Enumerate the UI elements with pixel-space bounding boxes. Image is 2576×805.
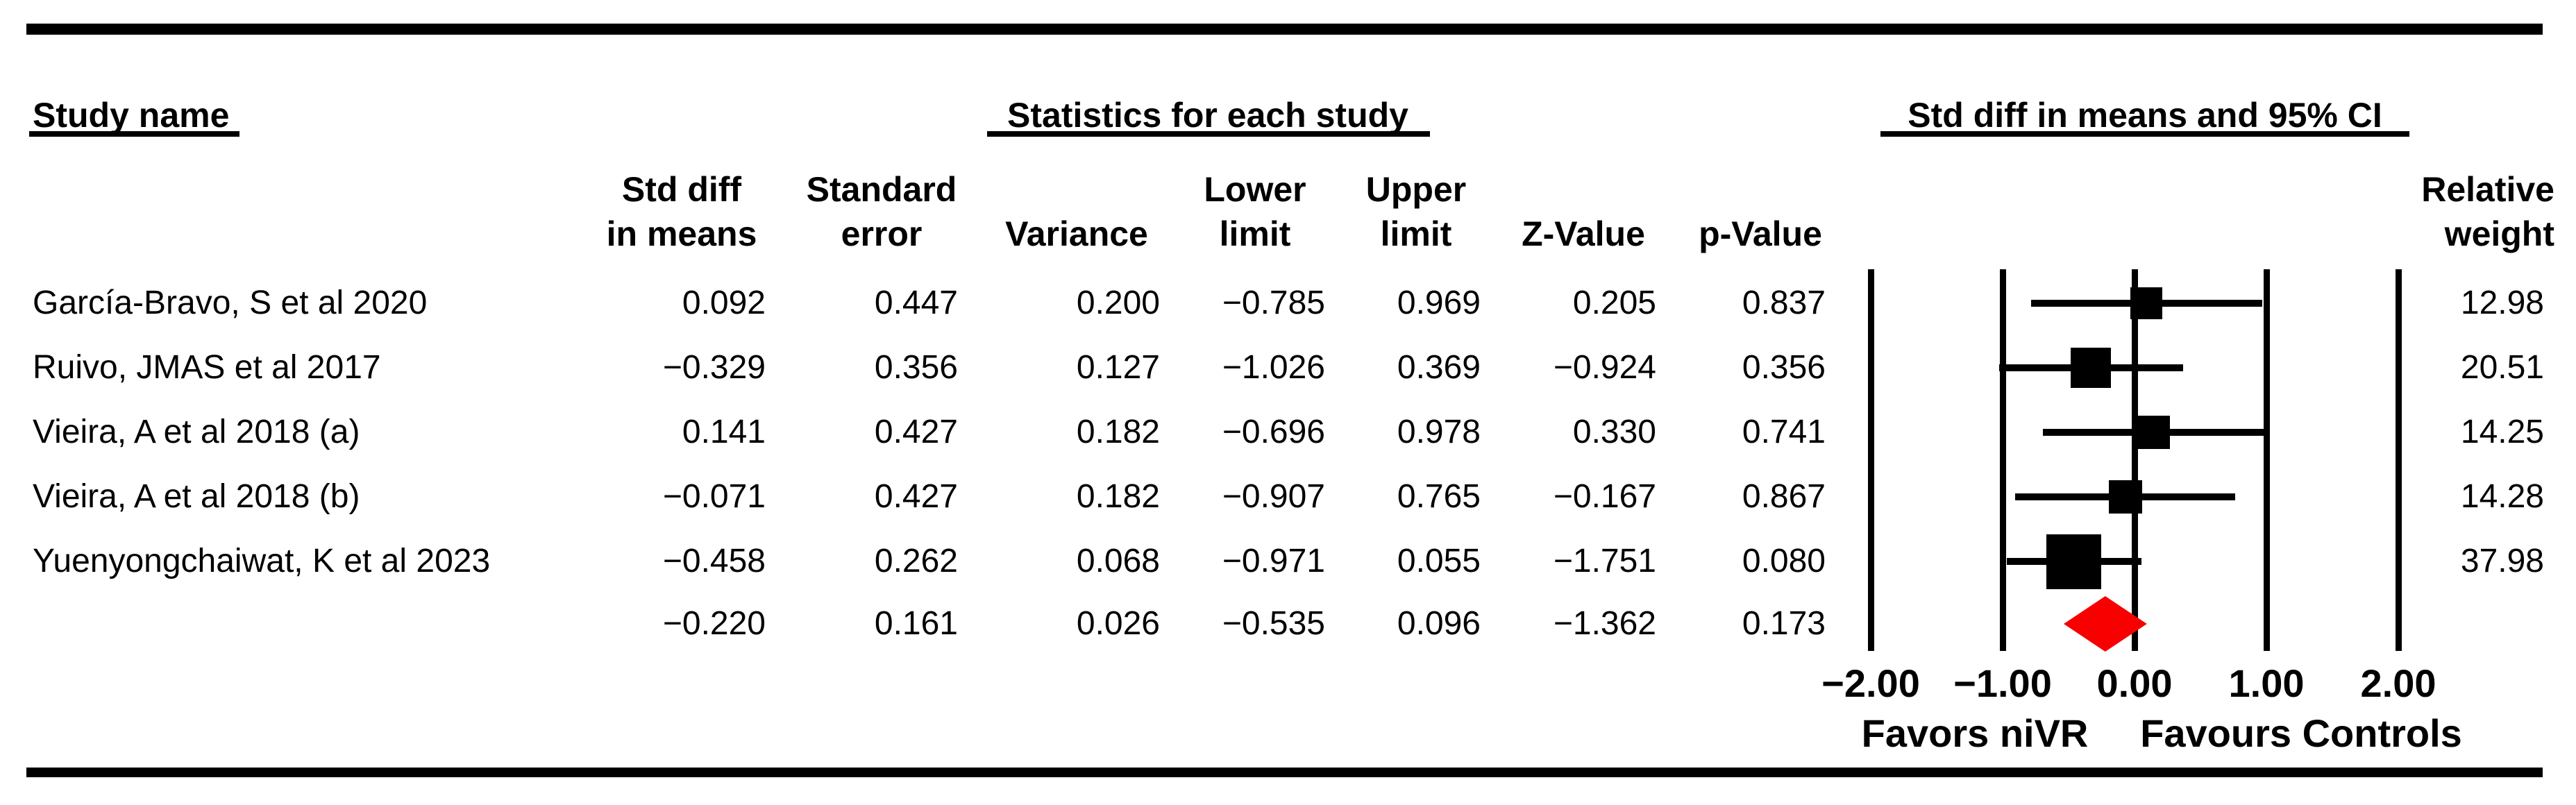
summary-diamond — [2064, 596, 2148, 652]
stat-value: −1.362 — [1553, 605, 1656, 642]
ci-underline — [1880, 131, 2409, 137]
stat-column-header-line1-3: Lower — [1204, 170, 1306, 209]
stat-value: 0.173 — [1742, 605, 1826, 642]
effect-size-square — [2108, 480, 2142, 514]
stat-value: 0.978 — [1397, 414, 1481, 450]
axis-tick-label: −1.00 — [1953, 661, 2052, 705]
stat-value: −0.220 — [662, 605, 766, 642]
stat-value: 0.026 — [1076, 605, 1160, 642]
stat-value: −1.026 — [1222, 349, 1325, 386]
stat-value: 0.127 — [1076, 349, 1160, 386]
study-name: Vieira, A et al 2018 (b) — [33, 478, 360, 515]
stat-column-header-line2-6: p-Value — [1699, 214, 1822, 253]
stat-value: 0.369 — [1397, 349, 1481, 386]
stat-value: 0.447 — [874, 285, 958, 321]
stat-value: −0.696 — [1222, 414, 1325, 450]
stat-value: 0.055 — [1397, 543, 1481, 579]
stat-value: 0.068 — [1076, 543, 1160, 579]
stat-value: 0.182 — [1076, 478, 1160, 515]
stat-column-header-line2-1: error — [841, 214, 923, 253]
stat-value: 0.161 — [874, 605, 958, 642]
column-header-relative-weight-line2: weight — [2444, 214, 2554, 253]
stat-column-header-line2-3: limit — [1219, 214, 1291, 253]
stat-value: −0.785 — [1222, 285, 1325, 321]
bottom-rule — [26, 768, 2543, 777]
stat-column-header-line2-4: limit — [1380, 214, 1452, 253]
stat-column-header-line2-0: in means — [606, 214, 757, 253]
stat-column-header-line1-4: Upper — [1365, 170, 1467, 209]
axis-tick-label: 1.00 — [2228, 661, 2305, 705]
stat-value: −0.167 — [1553, 478, 1656, 515]
stat-value: 0.200 — [1076, 285, 1160, 321]
stat-value: −0.971 — [1222, 543, 1325, 579]
study-name: Yuenyongchaiwat, K et al 2023 — [33, 543, 491, 579]
study-name: Vieira, A et al 2018 (a) — [33, 414, 360, 450]
study-name: García-Bravo, S et al 2020 — [33, 285, 428, 321]
stat-value: 0.092 — [682, 285, 766, 321]
axis-tick-label: −2.00 — [1821, 661, 1920, 705]
axis-gridline — [2395, 269, 2402, 651]
effect-size-square — [2130, 287, 2163, 319]
relative-weight-value: 37.98 — [2460, 543, 2544, 579]
statistics-underline — [987, 131, 1430, 137]
stat-column-header-line2-2: Variance — [1005, 214, 1148, 253]
stat-value: 0.141 — [682, 414, 766, 450]
stat-value: −0.458 — [662, 543, 766, 579]
section-header-ci: Std diff in means and 95% CI — [1908, 96, 2382, 135]
stat-column-header-line1-0: Std diff — [621, 170, 742, 209]
effect-size-square — [2071, 348, 2112, 388]
axis-gridline — [1999, 269, 2006, 651]
stat-value: 0.356 — [874, 349, 958, 386]
stat-value: 0.182 — [1076, 414, 1160, 450]
relative-weight-value: 14.25 — [2460, 414, 2544, 450]
stat-value: 0.096 — [1397, 605, 1481, 642]
axis-tick-label: 2.00 — [2360, 661, 2436, 705]
top-rule — [26, 24, 2543, 35]
stat-value: −0.924 — [1553, 349, 1656, 386]
relative-weight-value: 14.28 — [2460, 478, 2544, 515]
stat-value: −1.751 — [1553, 543, 1656, 579]
stat-value: 0.262 — [874, 543, 958, 579]
stat-value: 0.427 — [874, 414, 958, 450]
favors-right-label: Favours Controls — [2140, 711, 2462, 755]
axis-gridline — [2263, 269, 2270, 651]
stat-value: 0.741 — [1742, 414, 1826, 450]
stat-value: 0.330 — [1572, 414, 1656, 450]
effect-size-square — [2046, 534, 2102, 589]
stat-value: 0.969 — [1397, 285, 1481, 321]
column-header-study-name: Study name — [33, 96, 230, 135]
stat-value: 0.356 — [1742, 349, 1826, 386]
study-name-underline — [29, 131, 239, 137]
effect-size-square — [2136, 416, 2170, 449]
stat-value: 0.080 — [1742, 543, 1826, 579]
stat-value: 0.205 — [1572, 285, 1656, 321]
column-header-relative-weight-line1: Relative — [2421, 170, 2554, 209]
stat-value: 0.837 — [1742, 285, 1826, 321]
stat-value: −0.071 — [662, 478, 766, 515]
stat-column-header-line1-1: Standard — [806, 170, 957, 209]
favors-left-label: Favors niVR — [1861, 711, 2089, 755]
stat-value: 0.427 — [874, 478, 958, 515]
stat-column-header-line2-5: Z-Value — [1522, 214, 1645, 253]
relative-weight-value: 12.98 — [2460, 285, 2544, 321]
axis-gridline — [1867, 269, 1874, 651]
stat-value: −0.535 — [1222, 605, 1325, 642]
axis-tick-label: 0.00 — [2096, 661, 2173, 705]
stat-value: 0.765 — [1397, 478, 1481, 515]
section-header-statistics: Statistics for each study — [1007, 96, 1408, 135]
stat-value: 0.867 — [1742, 478, 1826, 515]
relative-weight-value: 20.51 — [2460, 349, 2544, 386]
study-name: Ruivo, JMAS et al 2017 — [33, 349, 381, 386]
stat-value: −0.907 — [1222, 478, 1325, 515]
axis-gridline — [2131, 269, 2138, 651]
stat-value: −0.329 — [662, 349, 766, 386]
